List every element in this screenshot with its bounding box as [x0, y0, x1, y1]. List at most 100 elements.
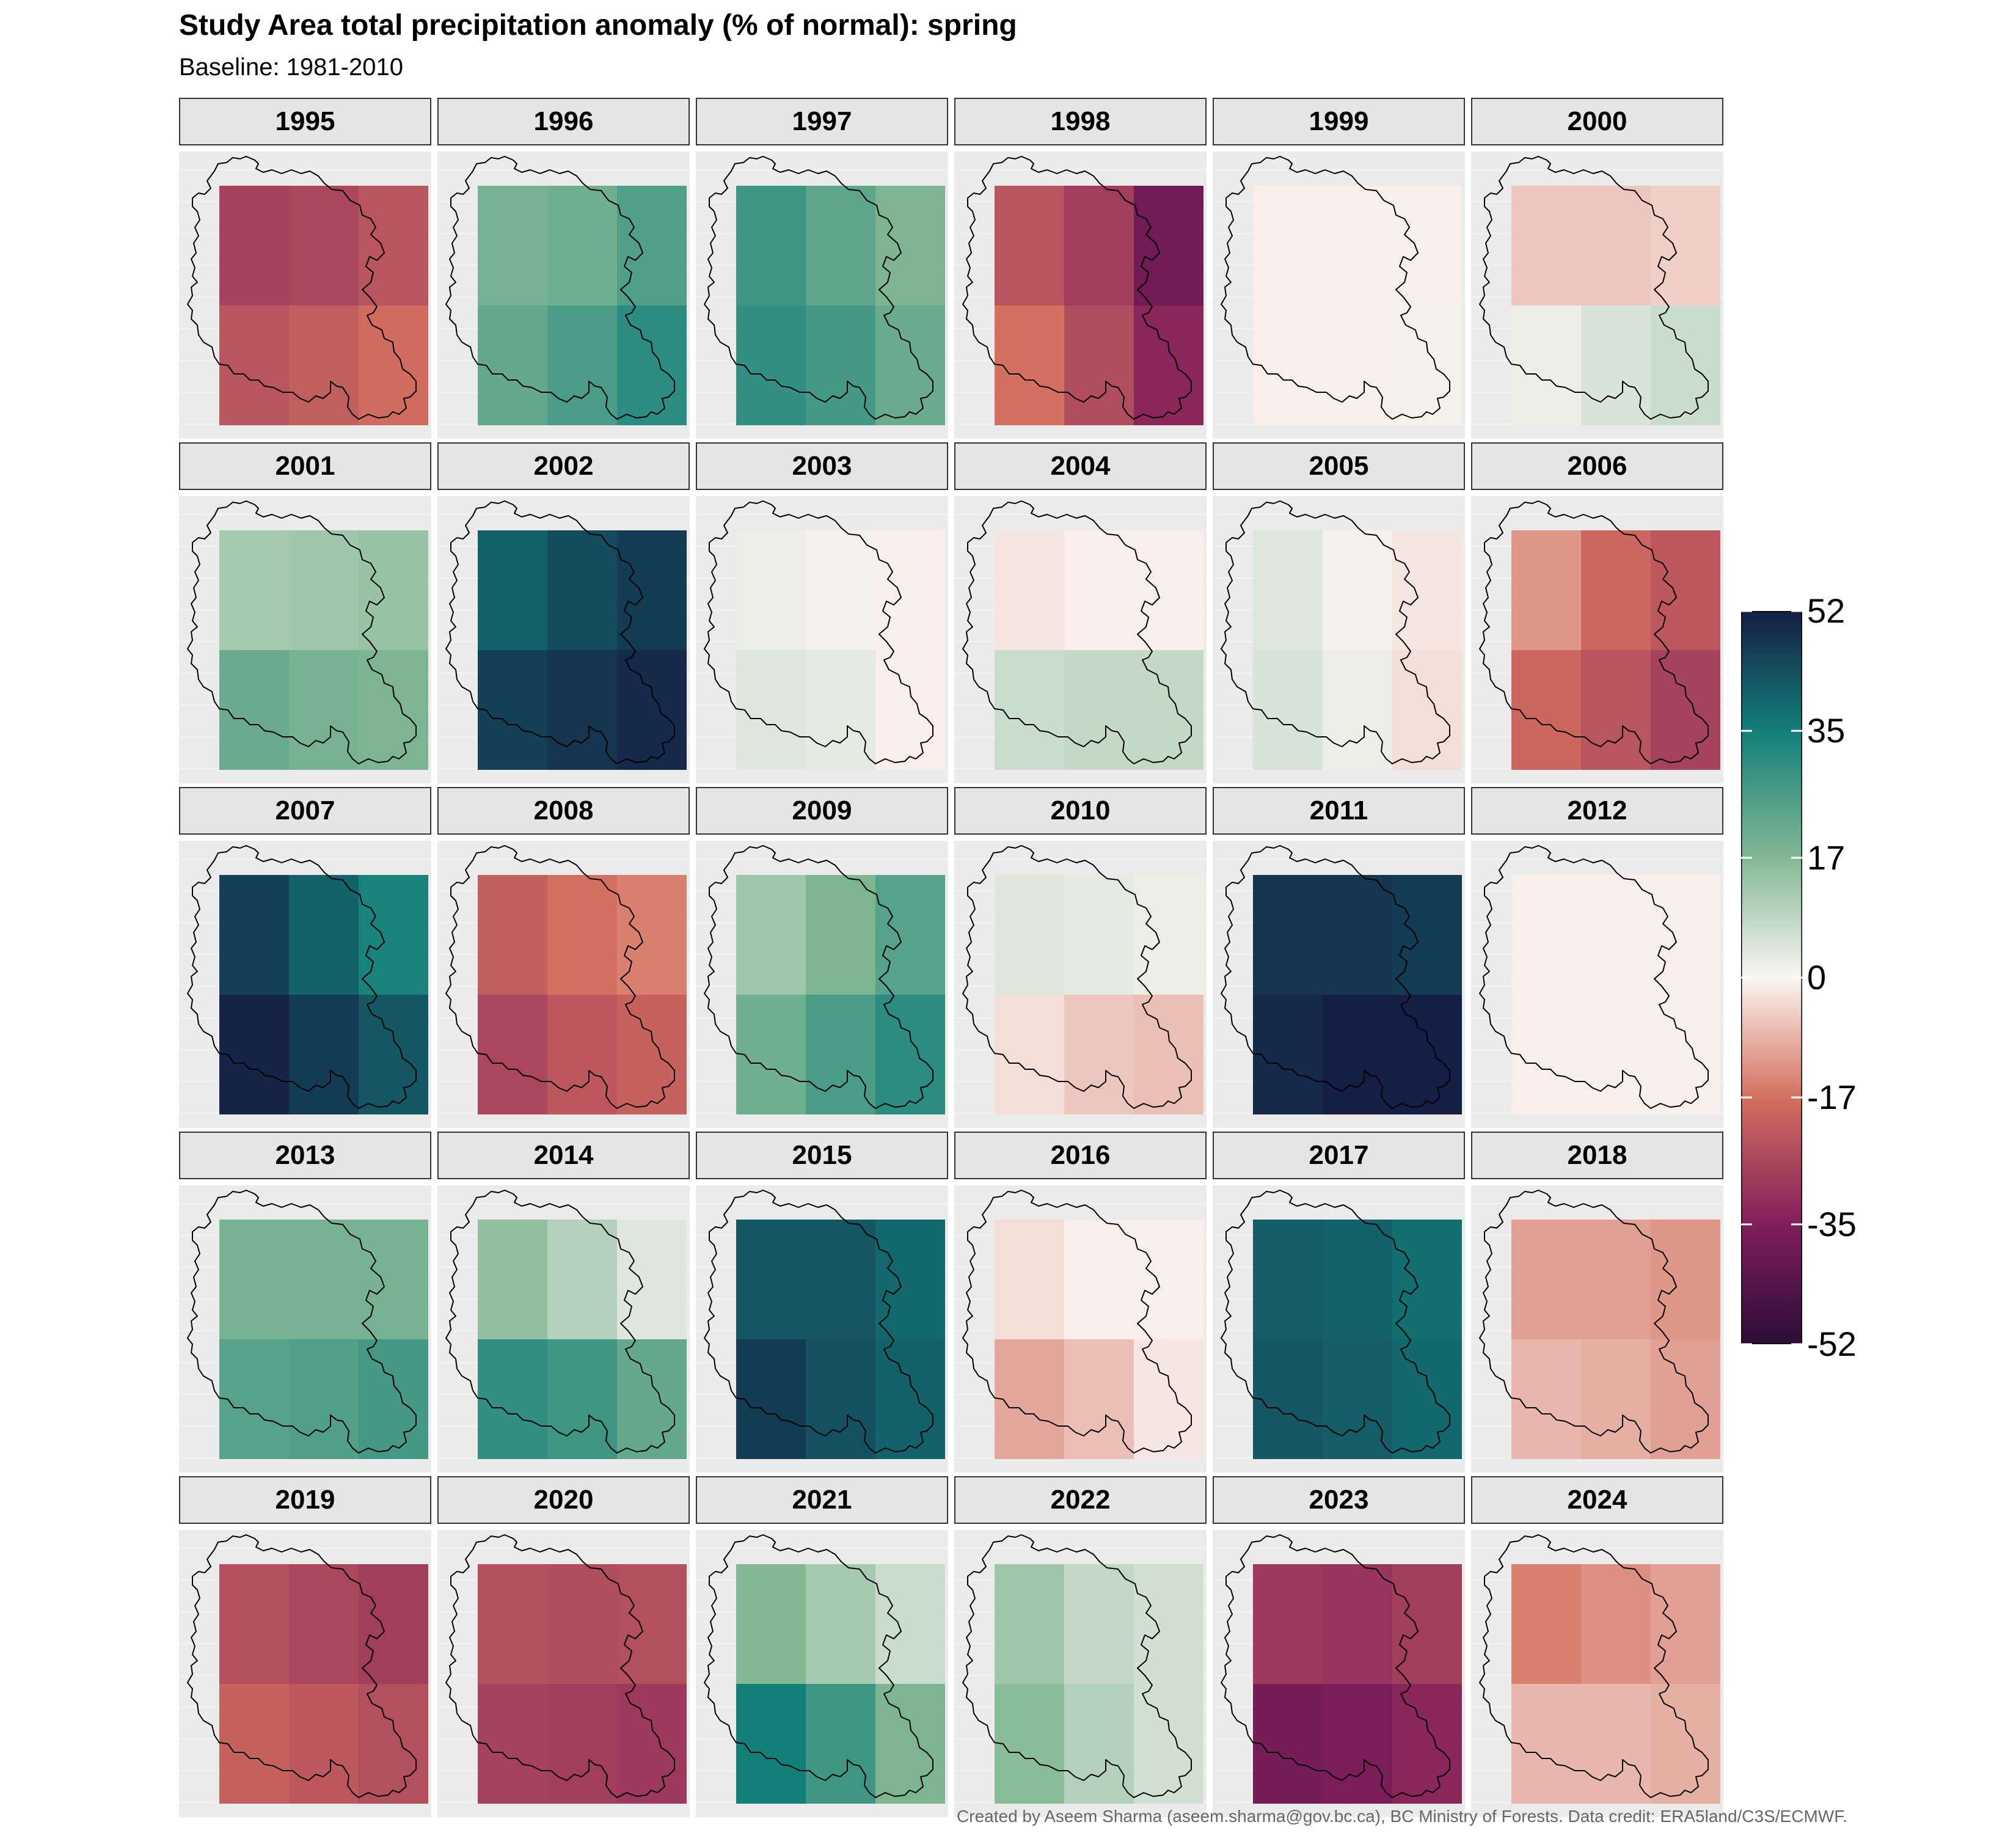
- heat-cell: [736, 1684, 806, 1804]
- heat-cell: [875, 306, 945, 425]
- facet-strip-label: 2008: [437, 787, 690, 835]
- heat-cell: [478, 186, 547, 306]
- heat-cell: [547, 1220, 617, 1339]
- heat-cell: [1134, 306, 1203, 425]
- study-area-boundary: [187, 1190, 417, 1454]
- facet-map: [437, 1185, 690, 1473]
- heat-cell: [1581, 1684, 1651, 1804]
- facet-map: [437, 496, 690, 783]
- heat-cell: [478, 1339, 547, 1459]
- legend-tick-label: -35: [1807, 1204, 1857, 1243]
- study-area-boundary: [704, 1534, 933, 1798]
- heat-cell: [1511, 1220, 1581, 1339]
- study-area-boundary: [445, 1534, 675, 1798]
- study-area-boundary: [704, 500, 933, 764]
- legend-tick-label: 52: [1807, 591, 1846, 630]
- heat-cell: [1511, 306, 1581, 425]
- facet-map: [696, 841, 948, 1128]
- legend-tick-label: 17: [1807, 838, 1846, 877]
- heat-cell: [875, 1339, 945, 1459]
- heat-cell: [1134, 186, 1203, 306]
- heat-cell: [1323, 1339, 1392, 1459]
- heat-cell: [1134, 1339, 1203, 1459]
- study-area-boundary: [704, 845, 933, 1109]
- caption: Created by Aseem Sharma (aseem.sharma@go…: [957, 1807, 1847, 1826]
- heat-cell: [219, 1684, 289, 1804]
- heat-cell: [1253, 530, 1323, 650]
- heat-cell: [219, 186, 289, 306]
- heat-cell: [1323, 306, 1392, 425]
- heat-cell: [736, 1564, 806, 1684]
- heat-cell: [617, 1564, 687, 1684]
- facet-panel-1997: 1997: [696, 98, 948, 439]
- study-area-boundary: [1221, 500, 1450, 764]
- study-area-boundary: [962, 500, 1192, 764]
- facet-strip-label: 2019: [179, 1476, 431, 1524]
- heat-cell: [1064, 306, 1134, 425]
- heat-cell: [806, 1684, 875, 1804]
- heat-cell: [995, 306, 1064, 425]
- facet-strip-label: 2006: [1471, 442, 1723, 490]
- heat-cell: [1134, 1564, 1203, 1684]
- heat-cell: [359, 1564, 428, 1684]
- heat-cell: [1253, 186, 1323, 306]
- heat-cell: [1651, 186, 1720, 306]
- heat-cell: [995, 875, 1064, 995]
- facet-strip-label: 2003: [696, 442, 948, 490]
- facet-panel-2016: 2016: [954, 1132, 1207, 1473]
- heat-cell: [1392, 306, 1462, 425]
- facet-panel-1996: 1996: [437, 98, 690, 439]
- facet-map: [437, 1530, 690, 1817]
- facet-strip-label: 2002: [437, 442, 690, 490]
- facet-map: [179, 496, 431, 783]
- study-area-boundary: [1479, 1534, 1709, 1798]
- facet-panel-2021: 2021: [696, 1476, 948, 1817]
- heat-cell: [617, 995, 687, 1114]
- heat-cell: [1651, 650, 1720, 770]
- heat-cell: [478, 306, 547, 425]
- study-area-boundary: [187, 500, 417, 764]
- study-area-boundary: [187, 156, 417, 420]
- heat-cell: [875, 1564, 945, 1684]
- legend-tick-label: 0: [1807, 958, 1827, 997]
- heat-cell: [1134, 530, 1203, 650]
- study-area-boundary: [445, 500, 675, 764]
- heat-cell: [478, 1220, 547, 1339]
- heat-cell: [478, 995, 547, 1114]
- facet-map: [179, 1185, 431, 1473]
- study-area-boundary: [445, 156, 675, 420]
- facet-map: [437, 841, 690, 1128]
- study-area-boundary: [1221, 845, 1450, 1109]
- heat-cell: [617, 875, 687, 995]
- heat-cell: [806, 1564, 875, 1684]
- heat-cell: [547, 875, 617, 995]
- heat-cell: [995, 1339, 1064, 1459]
- facet-strip-label: 2018: [1471, 1132, 1723, 1179]
- heat-cell: [875, 186, 945, 306]
- facet-panel-2018: 2018: [1471, 1132, 1723, 1473]
- heat-cell: [289, 1684, 359, 1804]
- heat-cell: [1651, 995, 1720, 1114]
- heat-cell: [736, 1220, 806, 1339]
- heat-cell: [1581, 530, 1651, 650]
- heat-cell: [1511, 1684, 1581, 1804]
- facet-panel-2024: 2024: [1471, 1476, 1723, 1817]
- facet-strip-label: 2021: [696, 1476, 948, 1524]
- heat-cell: [1064, 186, 1134, 306]
- heat-cell: [1511, 1564, 1581, 1684]
- facet-map: [954, 841, 1207, 1128]
- facet-strip-label: 2007: [179, 787, 431, 835]
- heat-cell: [219, 1220, 289, 1339]
- facet-panel-2006: 2006: [1471, 442, 1723, 783]
- heat-cell: [1392, 530, 1462, 650]
- heat-cell: [1651, 1220, 1720, 1339]
- facet-strip-label: 2012: [1471, 787, 1723, 835]
- heat-cell: [736, 995, 806, 1114]
- heat-cell: [617, 530, 687, 650]
- heat-cell: [289, 306, 359, 425]
- facet-map: [696, 496, 948, 783]
- heat-cell: [1511, 186, 1581, 306]
- heat-cell: [359, 530, 428, 650]
- heat-cell: [995, 530, 1064, 650]
- facet-strip-label: 2009: [696, 787, 948, 835]
